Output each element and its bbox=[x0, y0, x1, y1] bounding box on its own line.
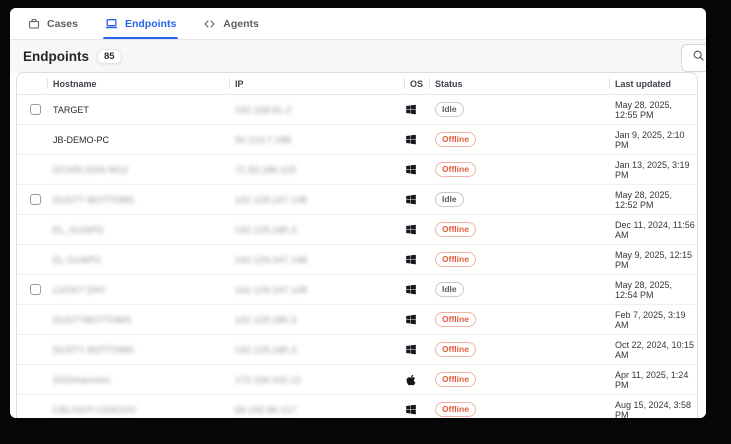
tab-agents[interactable]: Agents bbox=[203, 8, 259, 39]
windows-icon bbox=[406, 344, 429, 355]
app-window: Cases Endpoints Agents Endpoints 85 bbox=[10, 8, 706, 418]
status-badge: Idle bbox=[435, 191, 464, 208]
last-updated-cell: May 28, 2025, 12:54 PM bbox=[609, 274, 697, 305]
windows-icon bbox=[406, 194, 429, 205]
hostname-cell: DUSTY BOTTOMS bbox=[53, 194, 135, 205]
search-icon bbox=[692, 49, 705, 67]
windows-icon bbox=[406, 284, 429, 295]
hostname-cell: JB-DEMO-PC bbox=[53, 134, 109, 145]
hostname-cell: CBLIGHT-LENOVO bbox=[53, 404, 137, 415]
ip-cell: 71.83.186.225 bbox=[235, 164, 297, 175]
table-row[interactable]: LUCKY DAY 142.129.247.148 Idle May 28, 2… bbox=[17, 274, 697, 305]
ip-cell: 50.213.7.188 bbox=[235, 134, 292, 145]
table-row[interactable]: TARGET 192.168.81.2 Idle May 28, 2025, 1… bbox=[17, 95, 697, 125]
table-row[interactable]: DUSTY BOTTOMS 142.129.247.148 Idle May 2… bbox=[17, 184, 697, 215]
ip-cell: 192.168.81.2 bbox=[235, 104, 292, 115]
header-checkbox-column bbox=[17, 73, 47, 95]
tab-label: Cases bbox=[47, 17, 78, 30]
windows-icon bbox=[406, 134, 429, 145]
last-updated-cell: Dec 11, 2024, 11:56 AM bbox=[609, 214, 697, 245]
ip-cell: 142.129.247.148 bbox=[235, 254, 308, 265]
tab-cases[interactable]: Cases bbox=[28, 8, 78, 39]
hostname-cell: DCARLSON-W10 bbox=[53, 164, 129, 175]
ip-cell: 142.129.180.3 bbox=[235, 344, 297, 355]
column-header-status[interactable]: Status bbox=[429, 73, 609, 95]
column-header-hostname[interactable]: Hostname bbox=[47, 73, 229, 95]
row-checkbox[interactable] bbox=[30, 284, 41, 296]
status-badge: Offline bbox=[435, 161, 476, 178]
hostname-cell: 2020macmini bbox=[53, 374, 110, 385]
table-row[interactable]: DCARLSON-W10 71.83.186.225 Offline Jan 1… bbox=[17, 154, 697, 185]
tab-label: Agents bbox=[223, 17, 259, 30]
hostname-cell: TARGET bbox=[53, 104, 89, 115]
windows-icon bbox=[406, 224, 429, 235]
windows-icon bbox=[406, 254, 429, 265]
table-header-row: Hostname IP OS Status Last updated bbox=[17, 73, 697, 95]
hostname-cell: EL_GUAPO bbox=[53, 224, 104, 235]
column-header-os[interactable]: OS bbox=[404, 73, 429, 95]
endpoints-table-card: Hostname IP OS Status Last updated TARGE… bbox=[16, 72, 698, 418]
table-row[interactable]: EL GUAPO 142.129.247.148 Offline May 9, … bbox=[17, 244, 697, 275]
status-badge: Offline bbox=[435, 401, 476, 418]
ip-cell: 142.129.180.3 bbox=[235, 314, 297, 325]
tab-label: Endpoints bbox=[124, 17, 177, 30]
ip-cell: 142.129.180.3 bbox=[235, 224, 297, 235]
windows-icon bbox=[406, 164, 429, 175]
table-row[interactable]: JB-DEMO-PC 50.213.7.188 Offline Jan 9, 2… bbox=[17, 124, 697, 155]
briefcase-icon bbox=[28, 18, 40, 30]
table-row[interactable]: DUSTYBOTTOMS 142.129.180.3 Offline Feb 7… bbox=[17, 304, 697, 335]
table-row[interactable]: EL_GUAPO 142.129.180.3 Offline Dec 11, 2… bbox=[17, 214, 697, 245]
status-badge: Offline bbox=[435, 251, 476, 268]
ip-cell: 172.118.102.13 bbox=[235, 374, 302, 385]
tab-endpoints[interactable]: Endpoints bbox=[102, 8, 179, 39]
hostname-cell: DUSTYBOTTOMS bbox=[53, 314, 132, 325]
ip-cell: 68.192.86.217 bbox=[235, 404, 297, 415]
status-badge: Offline bbox=[435, 311, 476, 328]
last-updated-cell: Jan 9, 2025, 2:10 PM bbox=[609, 124, 697, 155]
page-header: Endpoints 85 bbox=[10, 40, 706, 73]
windows-icon bbox=[406, 104, 429, 115]
status-badge: Offline bbox=[435, 341, 476, 358]
endpoints-table-body: TARGET 192.168.81.2 Idle May 28, 2025, 1… bbox=[17, 95, 697, 418]
endpoints-table: Hostname IP OS Status Last updated TARGE… bbox=[17, 73, 697, 418]
laptop-icon bbox=[105, 17, 118, 30]
hostname-cell: EL GUAPO bbox=[53, 254, 102, 265]
last-updated-cell: May 9, 2025, 12:15 PM bbox=[609, 244, 697, 275]
column-header-ip[interactable]: IP bbox=[229, 73, 404, 95]
hostname-cell: LUCKY DAY bbox=[53, 284, 106, 295]
status-badge: Idle bbox=[435, 101, 464, 118]
status-badge: Offline bbox=[435, 371, 476, 388]
last-updated-cell: May 28, 2025, 12:55 PM bbox=[615, 99, 673, 120]
windows-icon bbox=[406, 404, 429, 415]
row-checkbox[interactable] bbox=[30, 194, 41, 206]
last-updated-cell: Aug 15, 2024, 3:58 PM bbox=[609, 394, 697, 418]
ip-cell: 142.129.247.148 bbox=[235, 194, 308, 205]
endpoint-count-badge: 85 bbox=[97, 48, 122, 65]
last-updated-cell: May 28, 2025, 12:52 PM bbox=[609, 184, 697, 215]
hostname-cell: DUSTY BOTTOMS bbox=[53, 344, 135, 355]
last-updated-cell: Oct 22, 2024, 10:15 AM bbox=[609, 334, 697, 365]
status-badge: Offline bbox=[435, 221, 476, 238]
row-checkbox[interactable] bbox=[30, 104, 41, 116]
apple-icon bbox=[406, 374, 429, 386]
search-button[interactable] bbox=[681, 44, 706, 72]
table-row[interactable]: CBLIGHT-LENOVO 68.192.86.217 Offline Aug… bbox=[17, 394, 697, 418]
table-row[interactable]: 2020macmini 172.118.102.13 Offline Apr 1… bbox=[17, 364, 697, 395]
last-updated-cell: Jan 13, 2025, 3:19 PM bbox=[609, 154, 697, 185]
status-badge: Offline bbox=[435, 131, 476, 148]
column-header-last-updated[interactable]: Last updated bbox=[609, 73, 697, 95]
last-updated-cell: Feb 7, 2025, 3:19 AM bbox=[609, 304, 697, 335]
ip-cell: 142.129.247.148 bbox=[235, 284, 308, 295]
table-row[interactable]: DUSTY BOTTOMS 142.129.180.3 Offline Oct … bbox=[17, 334, 697, 365]
code-icon bbox=[203, 18, 216, 30]
top-tab-bar: Cases Endpoints Agents bbox=[10, 8, 706, 40]
status-badge: Idle bbox=[435, 281, 464, 298]
page-title: Endpoints bbox=[23, 49, 89, 64]
last-updated-cell: Apr 11, 2025, 1:24 PM bbox=[609, 364, 697, 395]
windows-icon bbox=[406, 314, 429, 325]
